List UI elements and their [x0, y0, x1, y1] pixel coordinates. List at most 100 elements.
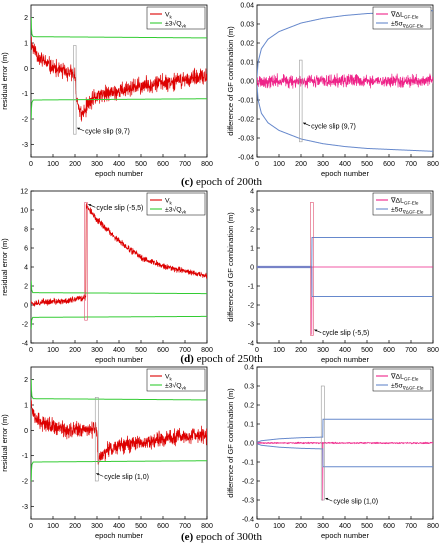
y-axis-label-e-right: difference of GF combination (m) — [226, 388, 235, 498]
plot-area-c-left — [31, 17, 207, 122]
series-d-left-1-lower — [31, 315, 207, 330]
annotation-d-left: cycle slip (-5,5) — [96, 205, 143, 212]
y-tick-label-c-left-3: 0 — [24, 66, 28, 73]
y-tick-label-d-right-4: 0 — [250, 265, 254, 272]
legend-d-left: Vk±3√Qvk — [146, 192, 206, 216]
y-tick-label-c-right-1: -0.03 — [238, 136, 254, 143]
series-e-left-1-lower — [31, 460, 207, 482]
series-d-right-1-upper — [257, 237, 433, 267]
plot-area-d-left — [31, 203, 207, 330]
y-tick-label-d-right-1: -3 — [248, 322, 254, 329]
x-tick-label-c-right-4: 400 — [339, 161, 351, 168]
x-tick-label-d-left-1: 100 — [47, 347, 59, 354]
y-tick-label-d-right-8: 4 — [250, 189, 254, 196]
x-axis-label-c-left: epoch number — [95, 169, 143, 178]
y-tick-label-d-left-1: -2 — [22, 322, 28, 329]
y-tick-label-c-right-2: -0.02 — [238, 117, 254, 124]
series-d-right-0 — [257, 266, 433, 335]
y-tick-label-e-right-0: -0.4 — [242, 517, 254, 524]
cycle-slip-box-d-left — [84, 202, 88, 321]
cycle-slip-box-e-left — [94, 397, 99, 482]
x-tick-label-c-left-2: 200 — [69, 161, 81, 168]
x-tick-label-c-left-4: 400 — [113, 161, 125, 168]
cycle-slip-box-e-right — [320, 385, 325, 501]
y-tick-label-d-left-8: 12 — [20, 189, 28, 196]
x-tick-label-e-right-2: 200 — [295, 523, 307, 530]
x-tick-label-c-right-6: 600 — [383, 161, 395, 168]
legend-label-e-left-1: ±3√Qvk — [165, 382, 187, 391]
y-tick-label-d-right-2: -2 — [248, 303, 254, 310]
x-tick-label-c-left-5: 500 — [135, 161, 147, 168]
legend-label-c-right-0: ∇ΔLGF-Ele — [390, 11, 419, 20]
x-tick-label-e-right-4: 400 — [339, 523, 351, 530]
series-d-left-0 — [31, 203, 207, 307]
chart-d-left: 0 100 200 300 400 500 600 700 800 -4 -2 0 2 4 6 8 10 12 ep… — [0, 189, 213, 365]
y-axis-label-c-right: difference of GF combination (m) — [226, 26, 235, 136]
y-tick-label-e-right-1: -0.3 — [242, 498, 254, 505]
x-tick-label-d-left-3: 300 — [91, 347, 103, 354]
y-tick-label-e-left-5: 2 — [24, 377, 28, 384]
plot-area-d-right — [257, 237, 433, 335]
y-tick-label-d-right-0: -4 — [248, 341, 254, 348]
x-axis-label-c-right: epoch number — [321, 169, 369, 178]
x-tick-label-c-right-5: 500 — [361, 161, 373, 168]
x-tick-label-c-right-8: 800 — [427, 161, 439, 168]
caption-e: (e) epoch of 300th — [0, 531, 443, 543]
y-tick-label-c-left-0: -3 — [22, 142, 28, 149]
x-tick-label-e-left-8: 800 — [201, 523, 213, 530]
legend-label-d-left-0: Vk — [165, 198, 173, 206]
y-tick-label-c-right-5: 0.01 — [240, 60, 254, 67]
y-axis-label-d-left: residual error (m) — [0, 238, 9, 296]
series-e-right-1-lower — [257, 443, 433, 468]
x-tick-label-c-right-3: 300 — [317, 161, 329, 168]
y-tick-label-e-left-0: -3 — [22, 504, 28, 511]
annotation-arrowhead-e-right — [325, 497, 329, 501]
x-axis-label-d-right: epoch number — [321, 355, 369, 364]
x-tick-label-e-left-2: 200 — [69, 523, 81, 530]
y-tick-label-c-right-4: 0.00 — [240, 79, 254, 86]
cycle-slip-box-d-right — [310, 202, 314, 336]
series-e-left-0 — [31, 399, 207, 465]
x-tick-label-c-left-3: 300 — [91, 161, 103, 168]
caption-c-letter: (c) — [181, 176, 194, 188]
x-tick-label-e-right-3: 300 — [317, 523, 329, 530]
series-d-left-1-upper — [31, 280, 207, 295]
x-tick-label-d-right-8: 800 — [427, 347, 439, 354]
y-tick-label-d-left-5: 6 — [24, 246, 28, 253]
x-tick-label-c-left-6: 600 — [157, 161, 169, 168]
x-axis-label-d-left: epoch number — [95, 355, 143, 364]
legend-e-left: Vk±3√Qvk — [146, 368, 206, 392]
x-tick-label-c-right-2: 200 — [295, 161, 307, 168]
x-tick-label-e-right-0: 0 — [255, 523, 259, 530]
x-tick-label-d-left-4: 400 — [113, 347, 125, 354]
y-tick-label-e-left-2: -1 — [22, 453, 28, 460]
x-tick-label-c-right-7: 700 — [405, 161, 417, 168]
annotation-arrowhead-c-left — [77, 127, 81, 130]
x-tick-label-d-left-8: 800 — [201, 347, 213, 354]
legend-label-e-right-0: ∇ΔLGF-Ele — [390, 373, 419, 382]
x-tick-label-d-left-0: 0 — [29, 347, 33, 354]
y-tick-label-e-right-2: -0.2 — [242, 479, 254, 486]
y-axis-label-e-left: residual error (m) — [0, 414, 9, 472]
x-tick-label-e-left-1: 100 — [47, 523, 59, 530]
x-tick-label-e-left-0: 0 — [29, 523, 33, 530]
x-tick-label-e-right-6: 600 — [383, 523, 395, 530]
y-tick-label-c-right-7: 0.03 — [240, 22, 254, 29]
annotation-arrowhead-d-right — [314, 329, 318, 332]
caption-d-letter: (d) — [180, 353, 194, 365]
legend-c-right: ∇ΔLGF-Ele±5σ∇ΔGF-Ele — [372, 6, 432, 30]
x-tick-label-d-right-6: 600 — [383, 347, 395, 354]
series-e-right-1-upper — [257, 418, 433, 443]
y-tick-label-e-right-8: 0.4 — [244, 365, 254, 372]
annotation-c-right: cycle slip (9,7) — [311, 123, 356, 130]
cycle-slip-box-c-right — [299, 59, 303, 143]
annotation-arrowhead-c-right — [303, 122, 307, 125]
y-tick-label-d-right-3: -1 — [248, 284, 254, 291]
plot-area-e-right — [257, 418, 433, 501]
legend-c-left: Vk±3√Qvk — [146, 6, 206, 30]
y-tick-label-d-left-7: 10 — [20, 208, 28, 215]
y-tick-label-c-left-5: 2 — [24, 15, 28, 22]
x-tick-label-d-left-2: 200 — [69, 347, 81, 354]
legend-label-d-right-0: ∇ΔLGF-Ele — [390, 197, 419, 206]
x-tick-label-d-right-2: 200 — [295, 347, 307, 354]
